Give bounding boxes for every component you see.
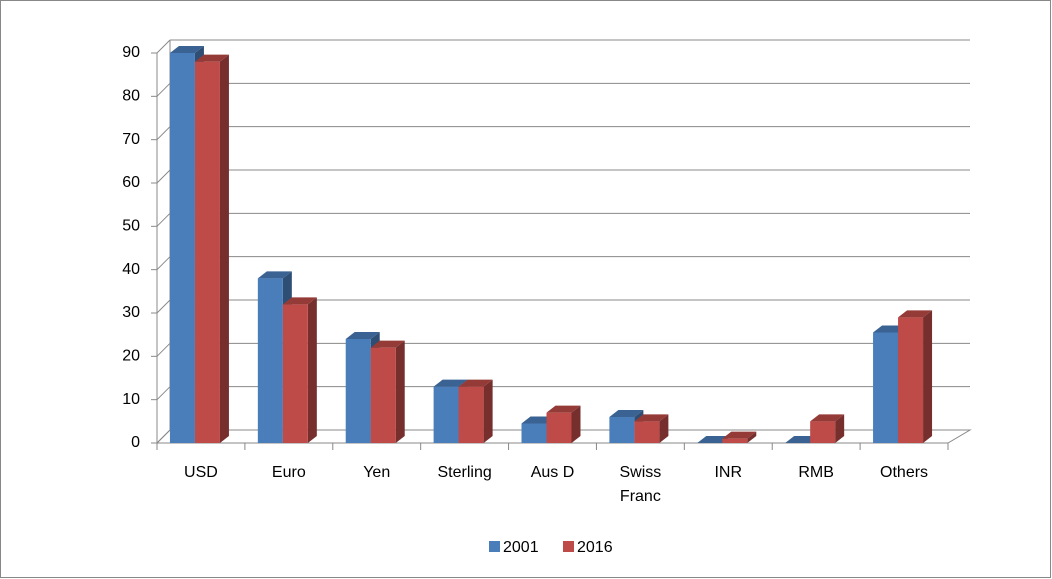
bar-top — [634, 414, 669, 422]
grid-line — [156, 126, 171, 141]
bar-side — [307, 297, 317, 443]
bar-side — [395, 340, 405, 443]
bar-top — [609, 410, 644, 417]
bar — [345, 339, 371, 443]
bar-top — [433, 379, 468, 387]
grid-line — [156, 39, 171, 54]
bar-top — [282, 297, 317, 305]
y-tick-label: 50 — [122, 218, 140, 235]
grid-line — [156, 169, 171, 184]
bar-side — [923, 310, 933, 443]
y-tick-label: 30 — [122, 304, 140, 321]
x-tick-label: USD — [184, 464, 218, 481]
bar — [433, 386, 459, 443]
bar-side — [747, 431, 757, 443]
grid-line — [156, 386, 171, 401]
bar-side — [835, 414, 845, 443]
y-tick-label: 10 — [122, 391, 140, 408]
grid-line — [156, 342, 171, 357]
bar-top — [257, 271, 292, 279]
bar — [194, 61, 220, 444]
y-tick-label: 0 — [131, 434, 140, 451]
bar-side — [571, 405, 581, 443]
bar-side — [219, 54, 229, 444]
x-tick-label: RMB — [798, 464, 834, 481]
y-tick-label: 80 — [122, 88, 140, 105]
bar — [609, 417, 635, 443]
bar-side — [659, 414, 669, 443]
y-tick-label: 70 — [122, 131, 140, 148]
bar-top — [345, 332, 380, 339]
bar-top — [169, 46, 204, 53]
legend-swatch — [489, 541, 500, 552]
bar-top — [546, 405, 581, 413]
bar-top — [898, 310, 933, 318]
bar — [458, 386, 484, 443]
legend-swatch — [563, 541, 574, 552]
grid-line — [156, 429, 171, 444]
bar-top — [810, 414, 845, 422]
bar — [898, 317, 924, 443]
y-tick-label: 40 — [122, 261, 140, 278]
x-tick-label: Sterling — [437, 464, 492, 481]
bar — [257, 278, 283, 443]
bar — [873, 332, 899, 443]
y-tick-label: 60 — [122, 174, 140, 191]
grid-line — [156, 82, 171, 97]
bar — [521, 423, 547, 443]
grid-line — [156, 299, 171, 314]
bar — [722, 438, 748, 443]
y-tick-label: 90 — [122, 44, 140, 61]
grid-line — [156, 212, 171, 227]
bar — [370, 347, 396, 443]
x-tick-label: Others — [880, 464, 929, 481]
bar-top — [370, 340, 405, 348]
x-tick-label: INR — [714, 464, 743, 481]
bar-top — [194, 54, 229, 62]
legend-label: 2016 — [577, 539, 613, 556]
x-tick-label: Euro — [271, 464, 306, 481]
bar — [546, 412, 572, 443]
y-tick-label: 20 — [122, 348, 140, 365]
x-tick-label: Swiss Franc — [619, 464, 662, 505]
grid-line — [156, 256, 171, 271]
bar — [169, 53, 195, 443]
bar-side — [483, 379, 493, 443]
bar — [282, 304, 308, 443]
bar — [810, 421, 836, 443]
x-tick-label: Yen — [363, 464, 391, 481]
x-tick-label: Aus D — [530, 464, 575, 481]
bar-top — [722, 431, 757, 439]
bar — [634, 421, 660, 443]
bar-top — [458, 379, 493, 387]
legend-label: 2001 — [503, 539, 539, 556]
